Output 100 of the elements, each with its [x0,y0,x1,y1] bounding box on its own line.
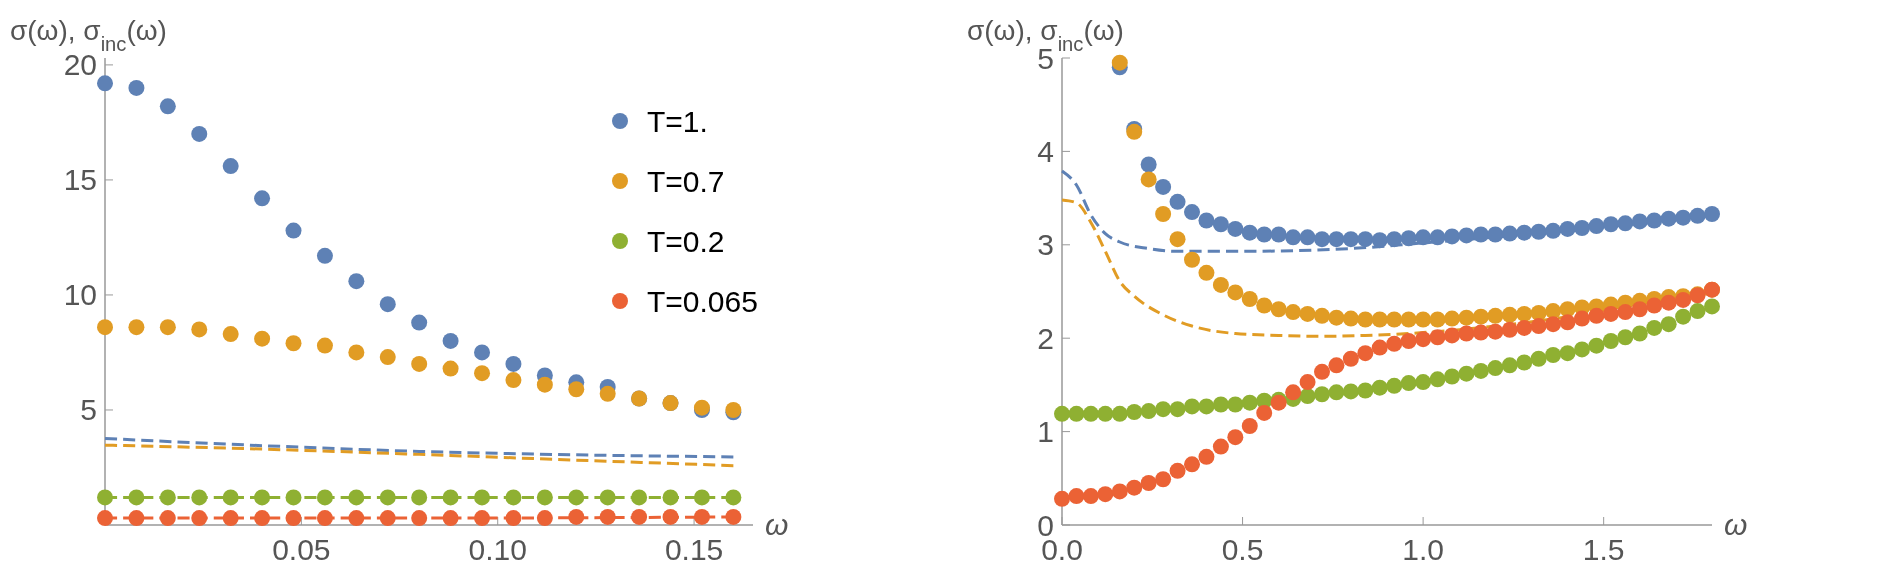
point [1241,290,1258,307]
point [1328,309,1345,326]
point [662,508,679,525]
point [1169,401,1186,418]
point [348,273,365,290]
y-tick-label: 5 [80,393,97,427]
legend-label: T=1. [647,104,708,138]
point [1574,310,1590,327]
point [1472,308,1489,325]
point [411,355,428,372]
point [1227,429,1244,446]
point [1472,226,1489,243]
point [1444,368,1460,385]
point [725,489,742,506]
point [1342,350,1359,367]
point [1054,405,1070,422]
point [1501,357,1518,374]
point [1689,207,1706,224]
point [1602,333,1619,349]
point [1140,156,1157,173]
point [1386,377,1403,394]
point [1415,311,1432,328]
point [1530,318,1547,335]
point [1631,325,1648,342]
point [1212,438,1229,455]
point [1444,327,1460,344]
point [1212,276,1229,293]
point [159,489,176,506]
point [191,489,208,506]
point [631,489,648,506]
point [1371,311,1388,328]
point [1285,304,1302,321]
point [254,510,271,527]
point [1602,305,1619,322]
point [568,489,585,506]
point [1675,209,1692,226]
point [1386,311,1403,328]
point [1444,310,1460,327]
point [1328,231,1345,248]
point [379,489,396,506]
point [1689,303,1706,320]
point [474,344,491,361]
point [222,510,239,527]
point [97,489,113,506]
point [254,330,271,347]
point [1574,341,1590,358]
x-tick-label: 0.5 [1221,533,1264,566]
point [191,321,208,338]
point [1400,311,1417,328]
point [1155,205,1172,222]
x-tick-label: 1.5 [1582,533,1625,566]
point [1574,219,1590,236]
point [285,489,302,506]
point [1545,316,1562,333]
point [191,510,208,527]
point [442,360,459,377]
point [1314,231,1330,248]
point [1256,297,1273,314]
point [1588,307,1605,324]
point [159,319,176,336]
point [1371,379,1388,396]
point [1082,405,1099,422]
point [1111,54,1128,71]
point [1054,490,1070,507]
point [1126,479,1143,496]
point [1111,405,1128,422]
point [505,372,522,389]
point [1617,329,1634,346]
x-axis-title: ω [1724,508,1748,541]
point [1501,306,1518,323]
point [1617,304,1634,321]
point [1458,365,1475,382]
point [1097,486,1114,503]
point [1458,227,1475,244]
point [505,510,522,527]
point [1631,213,1648,230]
point [1631,301,1648,318]
point [1270,301,1287,318]
point [1617,215,1634,232]
point [693,489,710,506]
y-tick-label: 3 [1037,228,1054,262]
point [1559,314,1576,331]
point [1516,354,1533,371]
point [97,75,113,92]
point [379,349,396,366]
point [1314,307,1330,324]
point [1342,383,1359,400]
point [1299,305,1316,322]
point [505,489,522,506]
point [222,158,239,175]
point [1704,298,1720,315]
point [222,326,239,343]
point [1487,360,1504,377]
point [1704,205,1720,222]
legend-label: T=0.7 [647,164,725,198]
point [1458,309,1475,326]
point [1415,374,1432,391]
point [1241,224,1258,241]
point [1169,231,1186,248]
point [1342,231,1359,248]
